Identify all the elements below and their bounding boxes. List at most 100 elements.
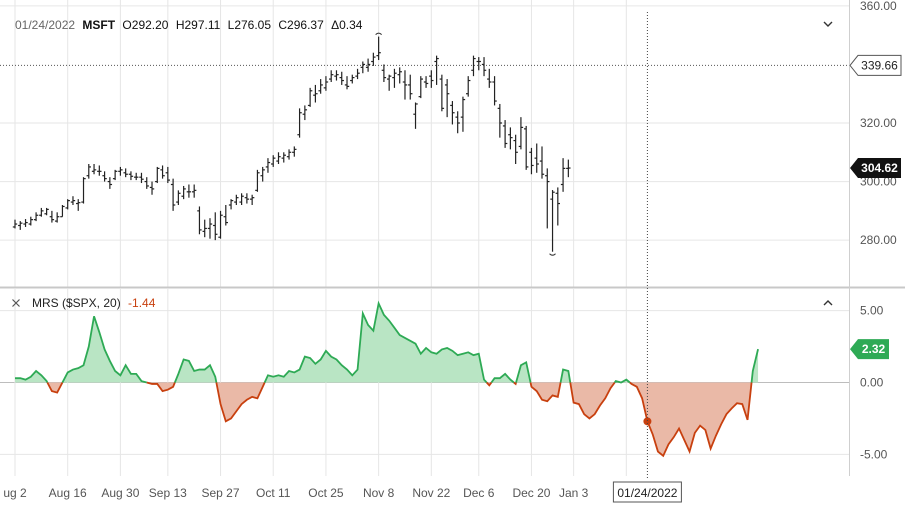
ohlc-bar [70, 196, 76, 205]
mrs-tick-label: 0.00 [860, 376, 884, 390]
ohlc-bar [566, 159, 571, 178]
ohlc-bar [176, 190, 181, 205]
ohlc-bar [413, 102, 418, 129]
ohlc-bar [39, 207, 44, 217]
mrs-area [15, 300, 759, 458]
ohlc-bar [318, 79, 323, 94]
ohlc-bars [12, 32, 571, 256]
price-gridlines [0, 0, 849, 287]
header-low-value: 276.05 [234, 18, 271, 32]
ohlc-bar [471, 55, 476, 77]
header-low-label: L [228, 18, 235, 32]
ohlc-bar [450, 101, 455, 125]
ohlc-bar [207, 218, 213, 239]
date-tick-label: Nov 22 [412, 486, 450, 500]
ohlc-bar [155, 166, 160, 184]
ohlc-bar [276, 152, 281, 164]
ohlc-bar [550, 190, 555, 252]
ohlc-bar [244, 193, 250, 204]
indicator-legend: MRS ($SPX, 20) -1.44 [32, 296, 156, 310]
date-tick-label: Sep 13 [149, 486, 187, 500]
date-tick-label: Aug 16 [49, 486, 87, 500]
mrs-axis-labels: 5.00 0.00 -5.00 [860, 304, 888, 462]
crosshair-date-label: 01/24/2022 [617, 486, 677, 500]
mrs-negative-line [529, 382, 562, 403]
ohlc-bar [202, 219, 207, 238]
mrs-negative-line [513, 381, 517, 386]
header-open-value: 292.20 [132, 18, 169, 32]
ohlc-bar [91, 164, 97, 175]
mrs-positive-line [174, 358, 218, 383]
ohlc-bar [334, 70, 339, 81]
date-tick-label: Dec 6 [463, 486, 495, 500]
date-axis-labels: ug 2 Aug 16 Aug 30 Sep 13 Sep 27 Oct 11 Oct 25… [3, 486, 629, 500]
ohlc-bar [497, 103, 503, 138]
ohlc-bar [313, 84, 318, 103]
mrs-negative-fill [530, 382, 561, 402]
ohlc-bar [97, 165, 102, 176]
ohlc-bar [281, 152, 286, 163]
ohlc-bar [350, 74, 355, 84]
ohlc-bar [376, 36, 381, 61]
header-delta-value: 0.34 [339, 18, 363, 32]
ohlc-bar [76, 199, 81, 211]
mrs-positive-line [263, 300, 488, 384]
ohlc-bar [260, 166, 265, 182]
ohlc-bar [118, 166, 123, 176]
ohlc-bar [439, 74, 445, 112]
ohlc-bar [408, 74, 413, 100]
ohlc-bar [423, 76, 429, 88]
ohlc-bar [81, 177, 86, 204]
ohlc-bar [292, 146, 297, 157]
ohlc-bar [508, 127, 513, 150]
mrs-positive-fill [264, 303, 487, 383]
header-high-value: 297.11 [184, 18, 220, 32]
ohlc-bar [54, 212, 60, 223]
mrs-negative-fill [47, 382, 63, 393]
ohlc-bar [339, 71, 344, 85]
chevron-down-icon[interactable] [820, 16, 836, 32]
ohlc-bar [44, 207, 49, 216]
mrs-value-label: 2.32 [862, 342, 886, 356]
date-tick-label: Dec 20 [512, 486, 550, 500]
ohlc-bar [518, 117, 524, 150]
ohlc-bar [539, 146, 545, 179]
ohlc-bar [487, 68, 492, 88]
ohlc-bar [460, 96, 466, 132]
ohlc-bar [144, 177, 149, 189]
mrs-negative-line [569, 381, 616, 420]
high-marker [375, 32, 382, 35]
crosshair-dot [643, 417, 652, 426]
header-high-label: H [176, 18, 185, 32]
ohlc-bar [165, 166, 171, 184]
mrs-tick-label: 5.00 [860, 304, 884, 318]
price-axis-labels: 360.00 320.00 300.00 280.00 [860, 0, 897, 247]
ohlc-bar [545, 168, 550, 229]
ohlc-bar [344, 76, 350, 90]
ohlc-bar [186, 184, 192, 198]
ohlc-bar [418, 76, 423, 99]
header-close-value: 296.37 [287, 18, 324, 32]
mrs-positive-line [15, 369, 49, 383]
last-price-label: 304.62 [861, 161, 898, 175]
price-tick-label: 360.00 [860, 0, 897, 13]
ohlc-bar [213, 212, 218, 241]
ohlc-bar [434, 55, 439, 85]
indicator-value: -1.44 [128, 296, 156, 310]
ohlc-bar [33, 212, 39, 222]
ohlc-bar [534, 143, 539, 173]
date-tick-label: Jan 3 [559, 486, 589, 500]
ohlc-bar [65, 199, 70, 210]
mrs-positive-line [490, 372, 515, 384]
chevron-up-icon[interactable] [820, 295, 836, 311]
ohlc-bar [228, 199, 234, 210]
ohlc-bar [529, 147, 534, 175]
ohlc-bar [49, 210, 55, 223]
header-date: 01/24/2022 [15, 18, 75, 32]
mrs-positive-fill [491, 373, 514, 383]
ohlc-bar [18, 221, 23, 230]
close-icon[interactable] [10, 297, 22, 309]
ohlc-bar [476, 57, 481, 71]
last-price-tag: 304.62 [850, 158, 901, 179]
